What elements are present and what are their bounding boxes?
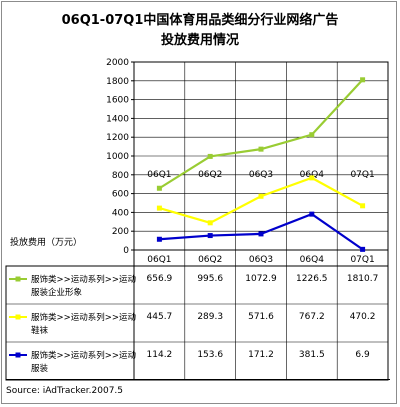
x-category-label: 07Q1 bbox=[350, 170, 374, 180]
data-table bbox=[5, 265, 389, 381]
data-point bbox=[258, 193, 264, 199]
y-tick-label: 1800 bbox=[106, 77, 129, 87]
y-tick-label: 1000 bbox=[106, 152, 129, 162]
legend-label: 服饰类>>运动系列>>运动 bbox=[31, 350, 136, 361]
y-axis-label: 投放费用（万元） bbox=[10, 236, 82, 248]
y-tick-label: 800 bbox=[112, 171, 129, 181]
source-note: Source: iAdTracker.2007.5 bbox=[6, 386, 124, 396]
legend-label: 服饰类>>运动系列>>运动 bbox=[31, 274, 136, 285]
table-value-cell: 571.6 bbox=[248, 312, 274, 322]
data-point bbox=[258, 146, 264, 152]
data-point bbox=[207, 153, 213, 159]
data-point bbox=[360, 246, 366, 252]
y-tick-label: 1400 bbox=[106, 114, 129, 124]
table-value-cell: 767.2 bbox=[299, 312, 325, 322]
table-header-cell: 07Q1 bbox=[350, 255, 374, 265]
table-header-cell: 06Q2 bbox=[198, 255, 222, 265]
y-tick-label: 0 bbox=[123, 246, 129, 256]
table-value-cell: 289.3 bbox=[197, 312, 223, 322]
y-tick-label: 400 bbox=[112, 208, 129, 218]
chart-title: 06Q1-07Q1中国体育用品类细分行业网络广告 bbox=[61, 13, 339, 28]
footer-divider bbox=[6, 379, 390, 380]
legend-swatch-marker bbox=[15, 276, 21, 282]
table-value-cell: 1810.7 bbox=[347, 274, 379, 284]
table-value-cell: 470.2 bbox=[350, 312, 376, 322]
y-tick-label: 200 bbox=[112, 227, 129, 237]
data-point bbox=[156, 185, 162, 191]
table-value-cell: 171.2 bbox=[248, 350, 274, 360]
chart-subtitle: 投放费用情况 bbox=[160, 33, 239, 48]
data-point bbox=[207, 233, 213, 239]
table-value-cell: 153.6 bbox=[197, 350, 223, 360]
data-point bbox=[207, 220, 213, 226]
x-category-label: 06Q1 bbox=[147, 170, 171, 180]
table-value-cell: 1226.5 bbox=[296, 274, 328, 284]
data-point bbox=[360, 203, 366, 209]
legend-swatch-marker bbox=[15, 352, 21, 358]
table-value-cell: 995.6 bbox=[197, 274, 223, 284]
x-category-label: 06Q3 bbox=[249, 170, 273, 180]
y-tick-label: 2000 bbox=[106, 58, 129, 68]
legend-label: 服装 bbox=[31, 363, 49, 374]
table-value-cell: 1072.9 bbox=[245, 274, 277, 284]
table-value-cell: 381.5 bbox=[299, 350, 325, 360]
y-tick-label: 1200 bbox=[106, 133, 129, 143]
legend-label: 鞋袜 bbox=[31, 325, 49, 336]
legend-label: 服装企业形象 bbox=[31, 287, 83, 298]
x-category-label: 06Q4 bbox=[300, 170, 325, 180]
data-point bbox=[156, 236, 162, 242]
table-value-cell: 114.2 bbox=[147, 350, 173, 360]
table-value-cell: 656.9 bbox=[147, 274, 173, 284]
data-point bbox=[309, 132, 315, 138]
x-category-label: 06Q2 bbox=[198, 170, 222, 180]
data-point bbox=[309, 175, 315, 181]
legend-swatch-marker bbox=[15, 314, 21, 320]
table-header-cell: 06Q3 bbox=[249, 255, 273, 265]
data-point bbox=[360, 77, 366, 83]
table-header-cell: 06Q4 bbox=[300, 255, 325, 265]
table-value-cell: 445.7 bbox=[147, 312, 173, 322]
y-tick-label: 1600 bbox=[106, 96, 129, 106]
legend-label: 服饰类>>运动系列>>运动 bbox=[31, 312, 136, 323]
data-point bbox=[258, 231, 264, 237]
y-tick-label: 600 bbox=[112, 190, 129, 200]
data-point bbox=[156, 205, 162, 211]
table-value-cell: 6.9 bbox=[355, 350, 370, 360]
table-header-cell: 06Q1 bbox=[147, 255, 171, 265]
data-point bbox=[309, 211, 315, 217]
